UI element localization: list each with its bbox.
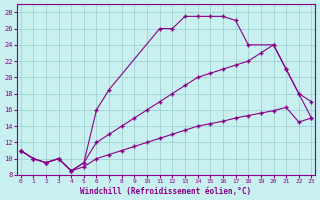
X-axis label: Windchill (Refroidissement éolien,°C): Windchill (Refroidissement éolien,°C)	[80, 187, 252, 196]
